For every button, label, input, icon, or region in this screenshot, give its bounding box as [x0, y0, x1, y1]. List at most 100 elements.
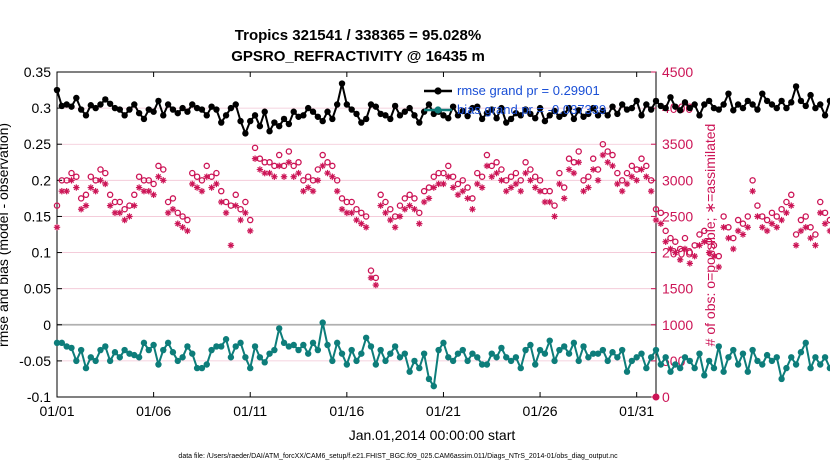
asterisk-stroke — [629, 174, 635, 180]
rmse-point — [638, 112, 645, 119]
rmse-point — [208, 103, 215, 110]
asterisk-stroke — [160, 177, 166, 183]
obs-assimilated-marker — [184, 227, 191, 235]
bias-point — [662, 354, 669, 361]
bias-point — [672, 361, 679, 368]
rmse-point — [561, 110, 568, 118]
asterisk-stroke — [242, 210, 249, 216]
y-left-tick-label: 0.1 — [32, 245, 52, 261]
asterisk-stroke — [117, 210, 123, 216]
obs-possible-marker — [565, 155, 573, 162]
obs-assimilated-marker — [517, 187, 524, 195]
obs-possible-marker — [662, 227, 669, 235]
asterisk-stroke — [281, 174, 287, 180]
rmse-point — [440, 112, 447, 119]
obs-possible-marker — [464, 184, 471, 191]
rmse-point — [541, 117, 549, 125]
asterisk-stroke — [373, 282, 379, 288]
bias-point — [575, 357, 582, 365]
asterisk-stroke — [165, 210, 171, 216]
asterisk-stroke — [508, 184, 514, 191]
rmse-point — [788, 99, 795, 106]
rmse-point — [739, 104, 747, 112]
asterisk-stroke — [735, 228, 741, 234]
rmse-point — [324, 108, 331, 115]
obs-possible-marker — [251, 144, 259, 152]
obs-assimilated-marker — [222, 209, 230, 217]
rmse-point — [575, 107, 582, 114]
obs-assimilated-marker — [319, 162, 326, 170]
rmse-point — [493, 115, 500, 122]
bias-point — [164, 339, 172, 347]
obs-assimilated-marker — [570, 169, 578, 177]
bias-point — [618, 346, 626, 354]
obs-assimilated-marker — [193, 184, 201, 191]
obs-count-series — [53, 140, 830, 401]
rmse-point — [266, 128, 273, 135]
obs-assimilated-marker — [333, 187, 341, 195]
obs-assimilated-marker — [512, 180, 520, 188]
asterisk-stroke — [532, 184, 538, 191]
obs-assimilated-marker — [362, 224, 370, 231]
obs-possible-marker — [420, 187, 428, 195]
asterisk-stroke — [522, 170, 529, 176]
rmse-point — [469, 104, 476, 112]
asterisk-stroke — [745, 224, 751, 230]
legend-rmse-label: rmse grand pr = 0.29901 — [457, 83, 600, 98]
obs-possible-marker — [430, 173, 438, 180]
obs-assimilated-marker — [116, 209, 123, 217]
obs-possible-marker — [131, 191, 138, 199]
obs-assimilated-marker — [565, 166, 573, 173]
rmse-point — [734, 101, 742, 108]
obs-possible-marker — [478, 173, 486, 180]
asterisk-stroke — [305, 184, 311, 191]
bias-point — [232, 343, 239, 350]
bias-point — [812, 354, 819, 361]
obs-assimilated-marker — [773, 224, 780, 231]
asterisk-stroke — [150, 192, 157, 198]
right-axis-label: # of obs: o=possible; ∗=assimilated — [702, 124, 718, 347]
bias-point — [474, 354, 481, 361]
asterisk-stroke — [387, 217, 393, 223]
obs-assimilated-marker — [628, 173, 636, 180]
obs-possible-marker — [797, 216, 805, 224]
obs-possible-marker — [686, 249, 694, 256]
asterisk-stroke — [416, 221, 422, 227]
rmse-point — [425, 101, 433, 108]
asterisk-stroke — [600, 152, 606, 158]
obs-possible-marker — [585, 173, 592, 180]
asterisk-stroke — [701, 239, 707, 245]
obs-assimilated-marker — [802, 224, 809, 231]
rmse-point — [807, 91, 814, 99]
bias-point — [266, 350, 273, 357]
obs-assimilated-marker — [590, 166, 597, 173]
obs-possible-marker — [213, 169, 220, 177]
obs-possible-marker — [411, 195, 418, 202]
asterisk-stroke — [479, 184, 485, 191]
obs-assimilated-marker — [483, 162, 491, 170]
asterisk-stroke — [334, 188, 340, 194]
obs-possible-marker — [155, 162, 162, 170]
obs-possible-marker — [275, 151, 283, 159]
obs-assimilated-marker — [561, 195, 568, 202]
rmse-point — [276, 122, 283, 130]
bias-point — [594, 350, 602, 357]
bias-point — [527, 341, 534, 349]
y-left-tick-label: 0.2 — [32, 172, 52, 188]
asterisk-stroke — [146, 188, 152, 194]
y-right-tick-label: 1500 — [662, 281, 693, 297]
rmse-point — [667, 94, 674, 101]
bias-point — [406, 368, 413, 375]
obs-possible-marker — [314, 166, 322, 173]
obs-possible-marker — [121, 205, 128, 213]
legend-bias-label: bias grand pr = -0.037339 — [457, 102, 606, 117]
rmse-point — [503, 119, 510, 126]
obs-assimilated-marker — [725, 234, 732, 242]
asterisk-stroke — [667, 246, 674, 252]
bias-point — [454, 350, 462, 357]
asterisk-stroke — [126, 213, 133, 220]
rmse-point — [174, 109, 181, 117]
bias-point — [585, 354, 592, 361]
bias-point — [633, 354, 640, 361]
bias-point — [387, 350, 394, 357]
